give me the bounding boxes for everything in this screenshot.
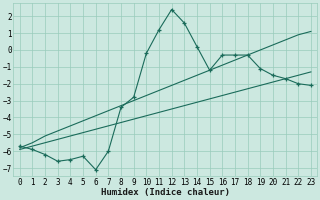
X-axis label: Humidex (Indice chaleur): Humidex (Indice chaleur) [101, 188, 230, 197]
